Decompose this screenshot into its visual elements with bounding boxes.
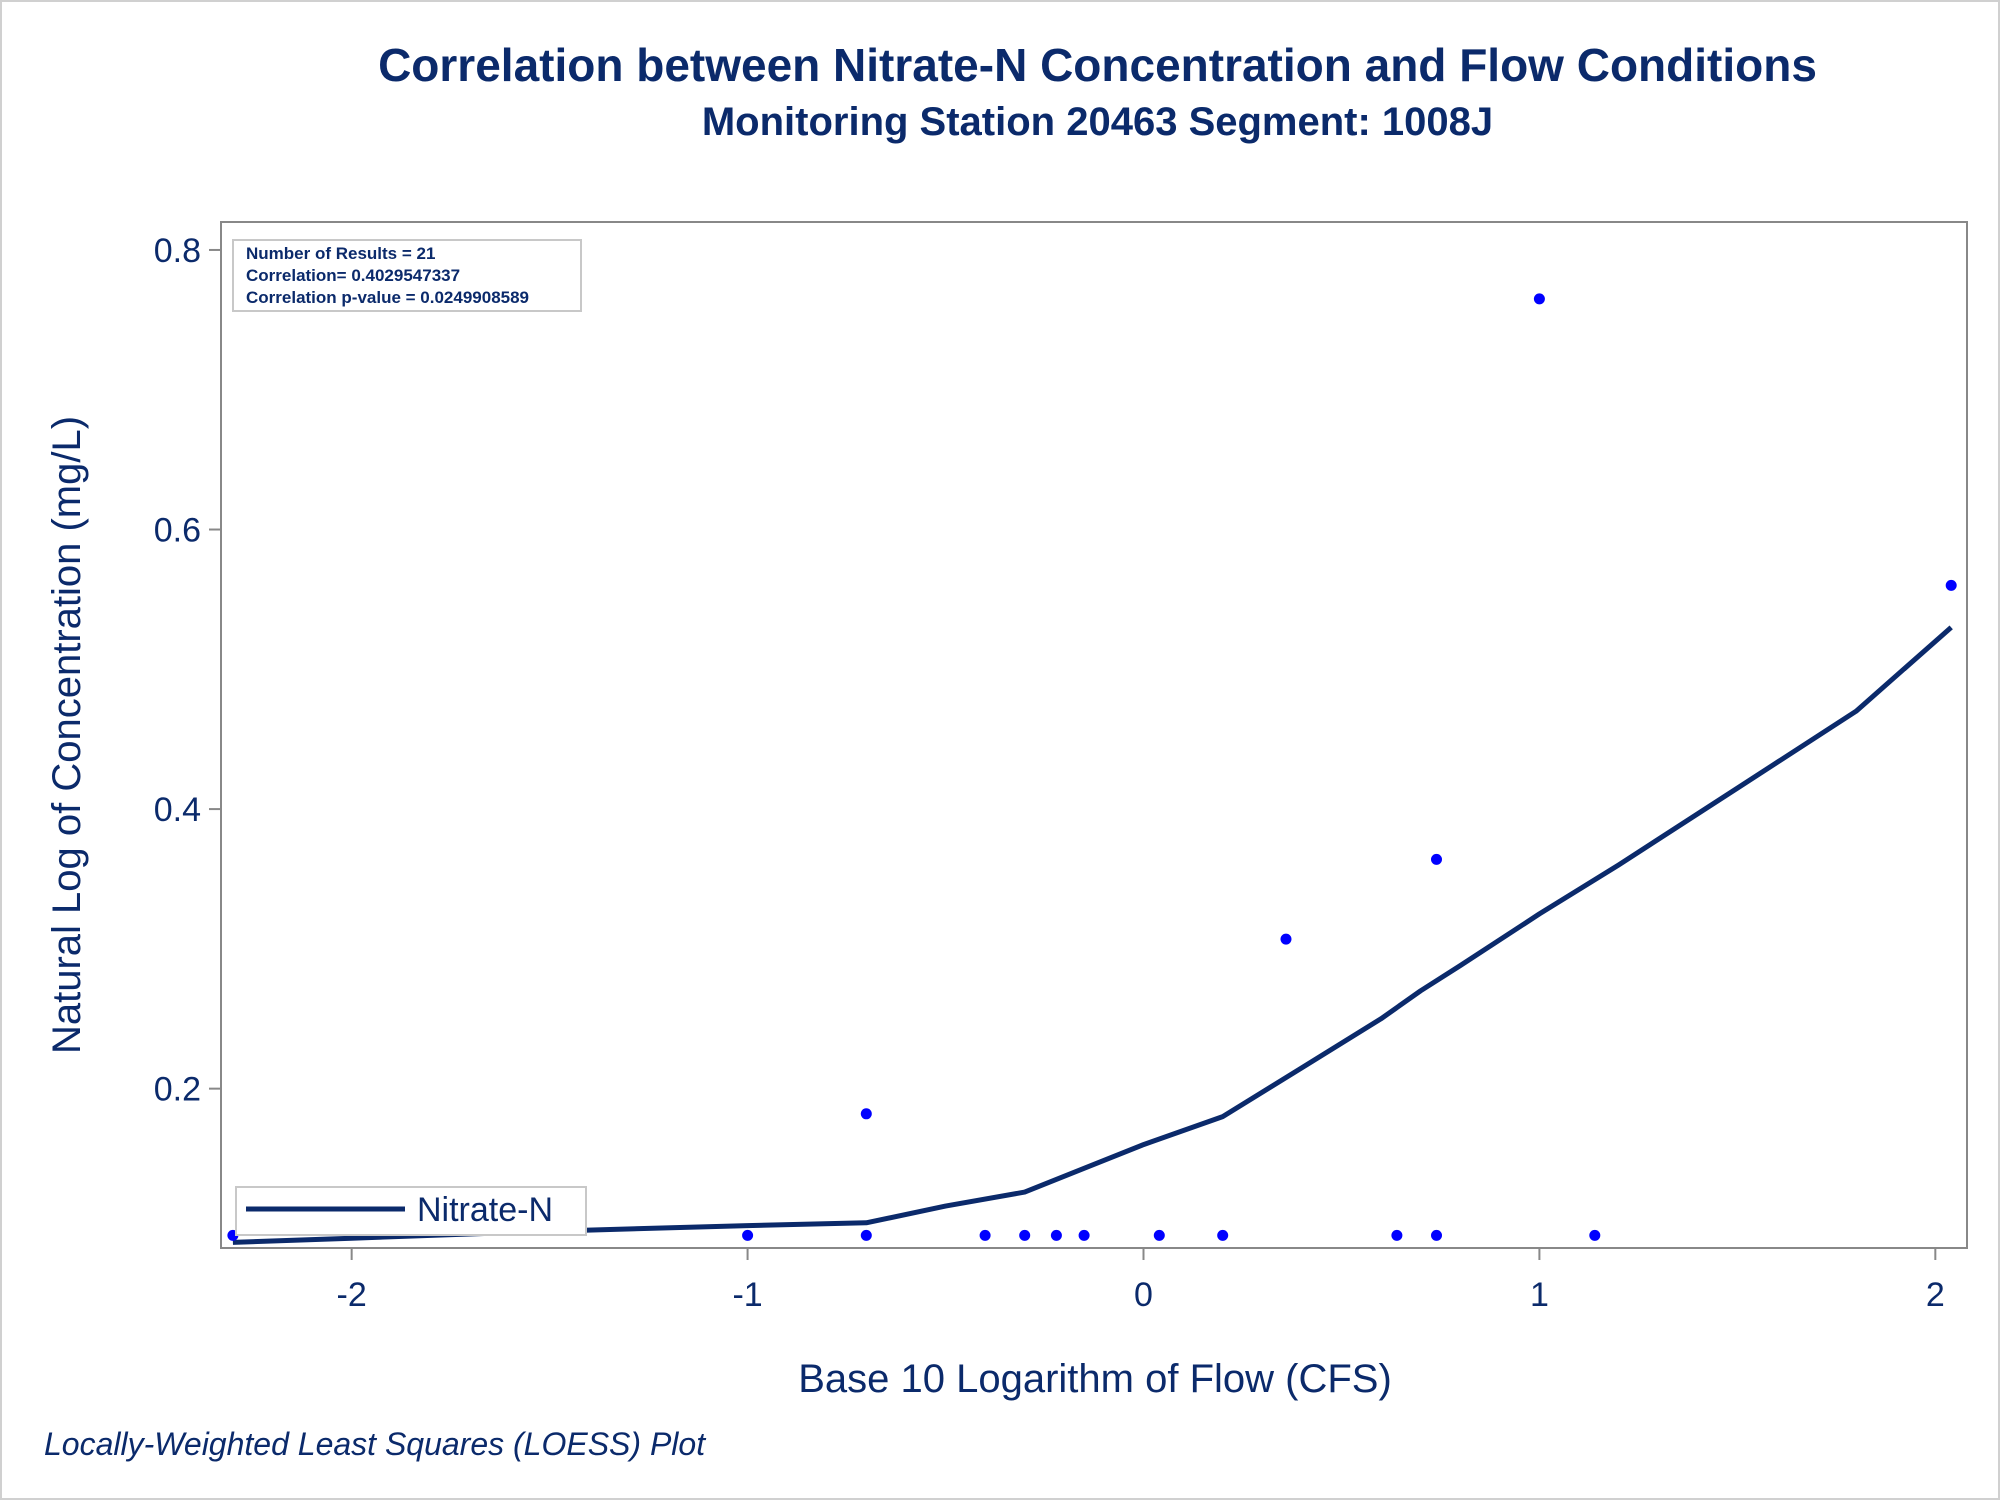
x-tick-label: -1 [732, 1276, 762, 1314]
stats-correlation: Correlation= 0.4029547337 [246, 266, 460, 285]
footnote: Locally-Weighted Least Squares (LOESS) P… [44, 1426, 706, 1462]
data-point [1280, 933, 1292, 945]
y-tick-label: 0.4 [154, 791, 201, 829]
stats-box: Number of Results = 21 Correlation= 0.40… [232, 239, 582, 312]
x-tick-label: 0 [1134, 1276, 1153, 1314]
loess-line-nitrate-n [232, 625, 1953, 1245]
chart-subtitle: Monitoring Station 20463 Segment: 1008J [701, 100, 1494, 144]
x-tick-label: -2 [337, 1276, 367, 1314]
chart-title: Correlation between Nitrate-N Concentrat… [378, 39, 1817, 91]
data-point [1533, 293, 1545, 305]
data-point [1431, 853, 1442, 865]
loess-layer [232, 625, 1953, 1245]
stats-p-value: Correlation p-value = 0.0249908589 [246, 288, 529, 307]
data-point [742, 1229, 754, 1241]
data-point [1019, 1229, 1031, 1241]
data-point [1391, 1229, 1403, 1241]
plot-area [220, 221, 1968, 1249]
scatter-points [227, 293, 1957, 1241]
data-point [1945, 579, 1957, 591]
y-tick-label: 0.2 [154, 1071, 201, 1109]
data-point [860, 1229, 872, 1241]
legend-label: Nitrate-N [417, 1191, 553, 1229]
x-axis: -2 -1 0 1 2 [337, 1248, 1945, 1314]
x-axis-title: Base 10 Logarithm of Flow (CFS) [798, 1357, 1392, 1401]
data-point [1153, 1229, 1165, 1241]
data-point [1589, 1229, 1601, 1241]
data-point [1078, 1229, 1090, 1241]
data-point [1217, 1229, 1229, 1241]
data-point [979, 1229, 991, 1241]
y-tick-label: 0.6 [154, 512, 201, 550]
data-point [1050, 1229, 1062, 1241]
stats-count: Number of Results = 21 [246, 244, 435, 263]
legend: Nitrate-N [235, 1186, 587, 1236]
x-tick-label: 1 [1530, 1276, 1549, 1314]
data-point [1431, 1229, 1442, 1241]
y-axis-title: Natural Log of Concentration (mg/L) [45, 416, 89, 1054]
x-tick-label: 2 [1926, 1276, 1945, 1314]
y-axis: 0.2 0.4 0.6 0.8 [154, 232, 221, 1109]
data-point [860, 1108, 872, 1120]
stats-box-frame [232, 239, 582, 312]
y-tick-label: 0.8 [154, 232, 201, 270]
